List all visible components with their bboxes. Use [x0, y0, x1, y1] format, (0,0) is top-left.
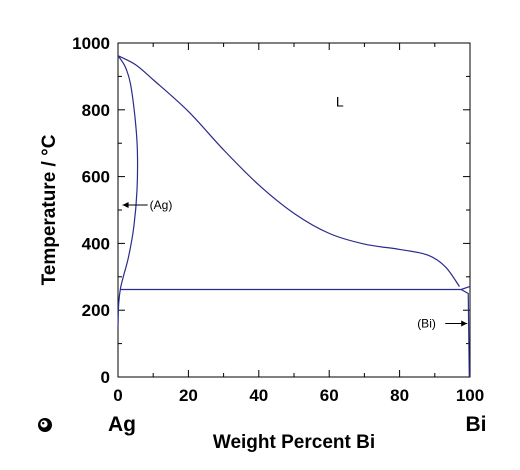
- arrowhead-ag-phase: [122, 201, 129, 208]
- y-tick-label: 1000: [72, 34, 110, 53]
- x-tick-label: 80: [390, 386, 409, 405]
- y-tick-label: 800: [82, 101, 110, 120]
- liquidus-curve: [117, 55, 460, 287]
- x-tick-labels: 0 20 40 60 80 100: [113, 386, 484, 405]
- x-tick-label: 40: [249, 386, 268, 405]
- label-liquid: L: [336, 93, 344, 109]
- annotations: L (Ag) (Bi): [122, 93, 468, 331]
- x-tick-label: 60: [320, 386, 339, 405]
- solidus-curve: [117, 55, 139, 327]
- x-axis-title: Weight Percent Bi: [213, 432, 375, 453]
- y-axis-title: Temperature / °C: [39, 134, 60, 285]
- label-ag-phase: (Ag): [150, 198, 173, 212]
- x-tick-label: 20: [179, 386, 198, 405]
- y-tick-label: 600: [82, 168, 110, 187]
- bi-boundary-curve: [460, 288, 470, 378]
- x-end-label-left: Ag: [108, 413, 136, 436]
- y-tick-labels: 0 200 400 600 800 1000: [72, 34, 110, 387]
- phase-curves: [117, 55, 471, 378]
- arrowhead-bi-phase: [461, 320, 468, 327]
- y-tick-label: 400: [82, 234, 110, 253]
- eutectic-curve: [120, 285, 471, 291]
- logo-icon: [38, 418, 52, 432]
- label-bi-phase: (Bi): [417, 317, 436, 331]
- y-tick-label: 200: [82, 301, 110, 320]
- x-end-label-right: Bi: [466, 413, 487, 436]
- x-tick-label: 100: [456, 386, 484, 405]
- x-tick-label: 0: [113, 386, 122, 405]
- y-tick-label: 0: [101, 368, 110, 387]
